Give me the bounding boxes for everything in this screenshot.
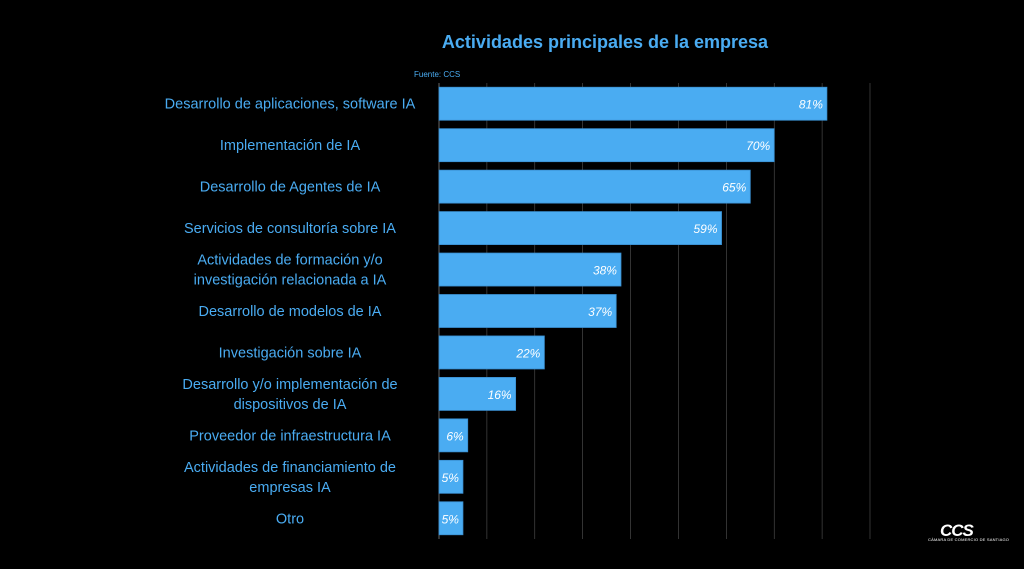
bars: 81% 70% 65% 59% 38% 37% 22% 16% 6% 5% 5% [438,86,828,536]
data-label: 5% [442,471,460,485]
category-label-line: Desarrollo de aplicaciones, software IA [165,97,416,113]
data-label: 16% [488,388,512,402]
category-label: Proveedor de infraestructura IA [189,428,391,444]
data-label: 6% [446,429,464,443]
data-label: 22% [515,346,540,360]
bar [438,501,464,536]
category-labels: Desarrollo de aplicaciones, software IA I… [165,97,416,528]
data-label: 70% [746,139,770,153]
logo-subtext: CÁMARA DE COMERCIO DE SANTIAGO [928,537,1010,542]
category-label-line: dispositivos de IA [234,397,347,413]
category-label: Implementación de IA [220,138,361,154]
category-label-line: Otro [276,511,304,527]
chart-title: Actividades principales de la empresa [441,32,769,52]
category-label: Desarrollo y/o implementación de disposit… [182,377,397,413]
category-label: Desarrollo de modelos de IA [199,304,382,320]
bar [438,169,751,204]
bar [438,294,617,328]
data-label: 5% [442,512,460,526]
category-label-line: Servicios de consultoría sobre IA [184,221,396,237]
bar [438,335,545,370]
category-label-line: Proveedor de infraestructura IA [189,428,391,444]
bar [438,252,622,287]
data-label: 65% [722,181,746,195]
category-label: Servicios de consultoría sobre IA [184,221,396,237]
data-label: 38% [593,264,617,278]
category-label-line: investigación relacionada a IA [194,273,387,289]
data-label: 81% [799,98,823,112]
category-label-line: Investigación sobre IA [219,345,362,361]
chart-source: Fuente: CCS [414,70,461,79]
category-label-line: Implementación de IA [220,138,361,154]
bar [438,377,517,411]
logo-text: CCS [940,521,974,540]
category-label-line: Actividades de financiamiento de [184,460,396,476]
category-label: Investigación sobre IA [219,345,362,361]
category-label: Actividades de formación y/o investigació… [194,253,387,289]
category-label-line: Actividades de formación y/o [197,253,382,269]
category-label-line: Desarrollo de modelos de IA [199,304,382,320]
category-label: Actividades de financiamiento de empresas… [184,460,396,496]
data-label: 37% [588,305,612,319]
category-label: Desarrollo de Agentes de IA [200,180,381,196]
category-label-line: Desarrollo de Agentes de IA [200,180,381,196]
bar [438,459,464,494]
bar [438,86,828,121]
bar [438,418,469,453]
category-label: Desarrollo de aplicaciones, software IA [165,97,416,113]
category-label-line: Desarrollo y/o implementación de [182,377,397,393]
ccs-logo: CCS CÁMARA DE COMERCIO DE SANTIAGO [928,521,1010,545]
bar [438,211,722,245]
bar [438,128,775,163]
category-label-line: empresas IA [249,480,331,496]
data-label: 59% [694,222,718,236]
category-label: Otro [276,511,304,527]
